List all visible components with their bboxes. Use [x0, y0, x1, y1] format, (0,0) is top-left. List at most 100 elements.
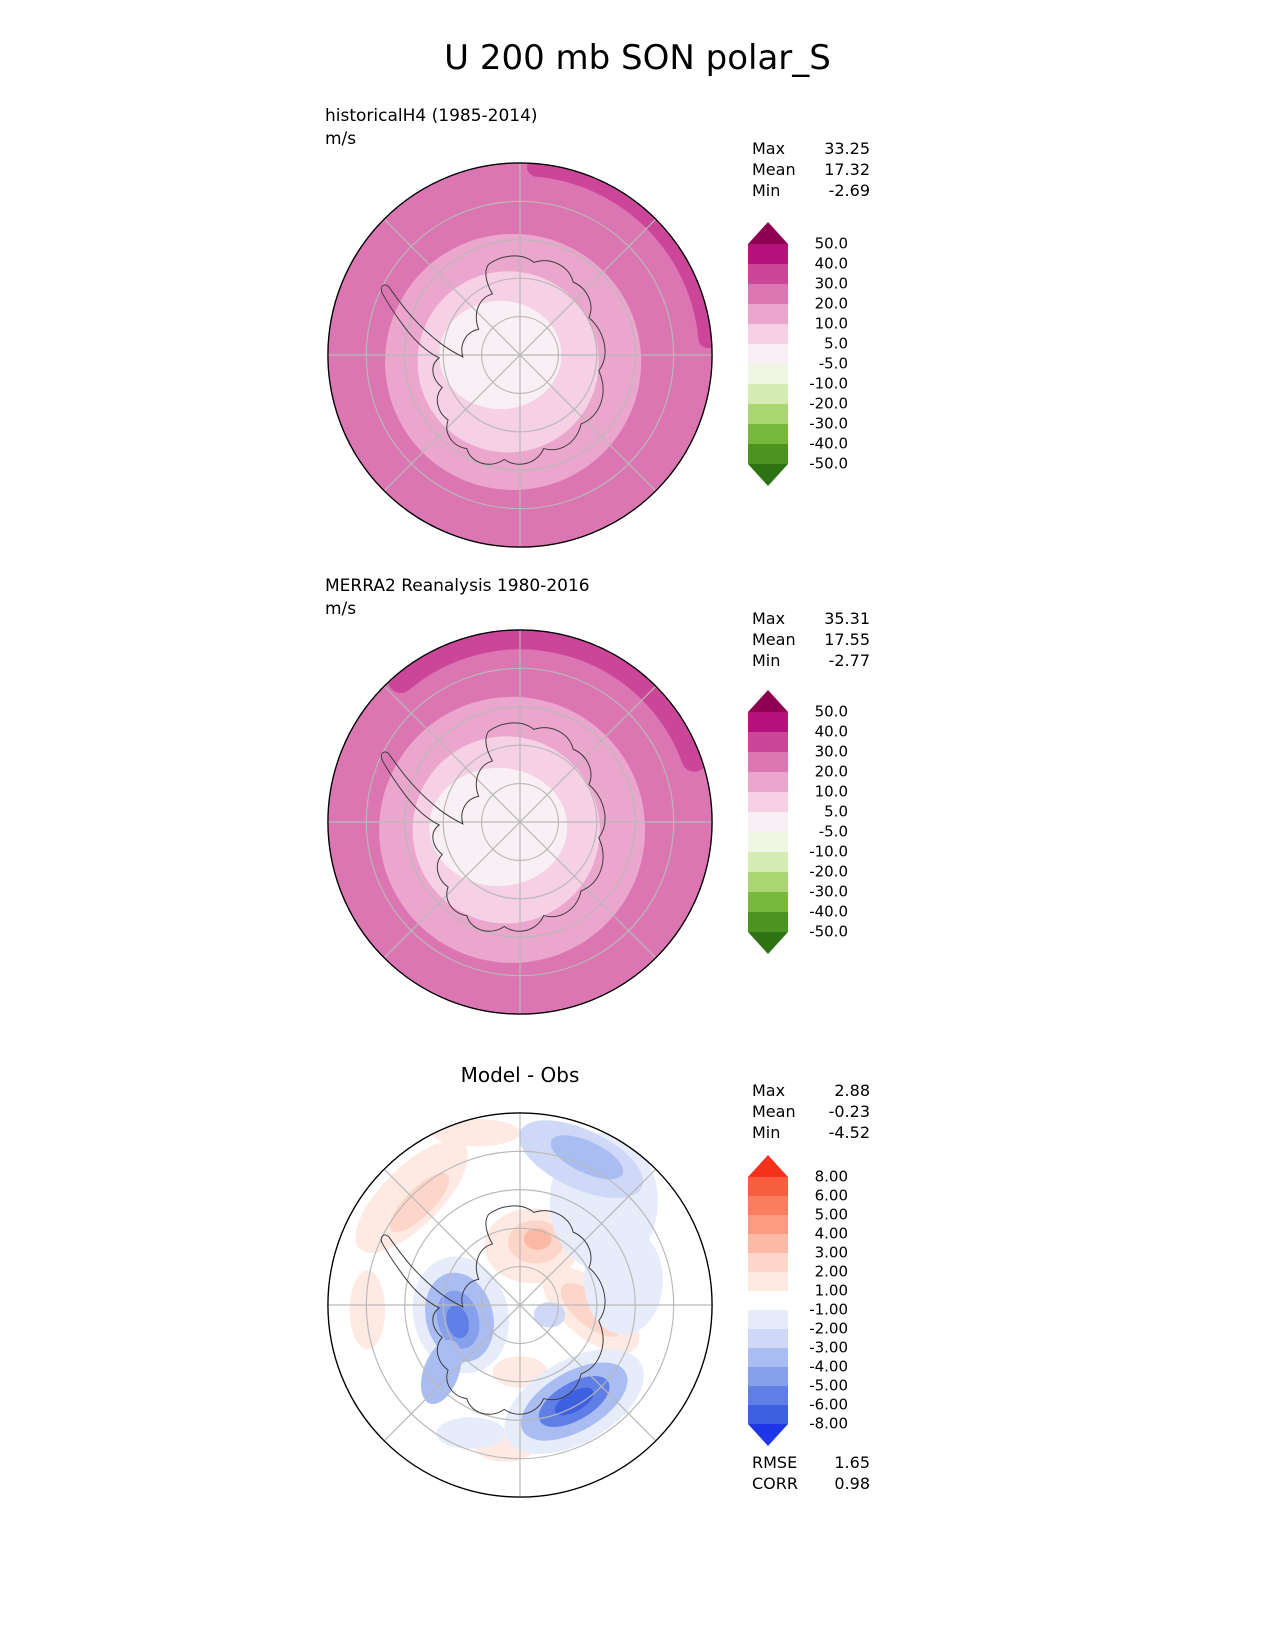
colorbar-segment [748, 1177, 788, 1196]
stat-row: Min -2.77 [752, 650, 870, 671]
colorbar-tick-label: -50.0 [809, 922, 848, 941]
colorbar-segment [748, 732, 788, 752]
stat-value: 2.88 [834, 1081, 870, 1100]
colorbar-tick-label: 30.0 [814, 742, 848, 761]
colorbar-segment [748, 304, 788, 324]
colorbar-segment [748, 364, 788, 384]
polar-map-model [327, 162, 713, 548]
stat-row: Min -2.69 [752, 180, 870, 201]
panel3-skill-stats: RMSE 1.65 CORR 0.98 [752, 1452, 870, 1494]
diff-red-top [431, 1118, 520, 1147]
colorbar-tick-label: -8.00 [809, 1414, 848, 1433]
colorbar-tick-label: -2.00 [809, 1319, 848, 1338]
graticule [327, 629, 713, 1015]
stat-label: Max [752, 139, 786, 158]
stat-row: CORR 0.98 [752, 1473, 870, 1494]
diff-blue-near-pole [533, 1302, 566, 1328]
colorbar-segment [748, 1348, 788, 1367]
colorbar-tick-label: 2.00 [814, 1262, 848, 1281]
stat-value: -2.69 [828, 181, 870, 200]
colorbar-segment [748, 384, 788, 404]
colorbar-tick-label: 4.00 [814, 1224, 848, 1243]
colorbar-tick-label: 30.0 [814, 274, 848, 293]
colorbar-segment [748, 812, 788, 832]
colorbar-tick-label: -3.00 [809, 1338, 848, 1357]
antarctica-coastline [380, 255, 606, 465]
antarctica-coastline [380, 722, 606, 932]
colorbar-tick-label: 5.00 [814, 1205, 848, 1224]
panel2-units-label: m/s [325, 598, 357, 619]
colorbar-tick-label: -5.0 [818, 822, 848, 841]
stat-row: Mean 17.32 [752, 159, 870, 180]
diff-red-left-rim [349, 1270, 386, 1350]
antarctica-coastline [380, 1205, 606, 1415]
colorbar-segment [748, 912, 788, 932]
colorbar-tick-label: -1.00 [809, 1300, 848, 1319]
panel3-title: Model - Obs [460, 1063, 580, 1087]
colorbar-segment [748, 892, 788, 912]
stat-value: 33.25 [824, 139, 870, 158]
colorbar-tick-label: 40.0 [814, 722, 848, 741]
colorbar-tick-label: -6.00 [809, 1395, 848, 1414]
colorbar-segment [748, 284, 788, 304]
colorbar-arrow-up [748, 1155, 788, 1177]
colorbar-segment [748, 244, 788, 264]
colorbar-arrow-down [748, 932, 788, 954]
colorbar-segment [748, 792, 788, 812]
colorbar-arrow-down [748, 464, 788, 486]
colorbar-tick-label: -20.0 [809, 394, 848, 413]
colorbar-segment [748, 1329, 788, 1348]
stat-value: 17.55 [824, 630, 870, 649]
panel1-units-label: m/s [325, 128, 357, 149]
colorbar-segment [748, 444, 788, 464]
colorbar-tick-label: 3.00 [814, 1243, 848, 1262]
diff-red-center-core [523, 1228, 552, 1250]
colorbar-segment [748, 1386, 788, 1405]
colorbar-tick-label: -40.0 [809, 902, 848, 921]
colorbar-tick-label: -10.0 [809, 374, 848, 393]
stat-label: RMSE [752, 1453, 798, 1472]
colorbar-segment [748, 872, 788, 892]
panel2-colorbar: 50.0 40.0 30.0 20.0 10.0 5.0 -5.0 -10.0 -20.0 -30… [748, 690, 848, 954]
polar-map-reference [327, 629, 713, 1015]
colorbar-segment [748, 404, 788, 424]
stat-row: Max 35.31 [752, 608, 870, 629]
stat-value: 35.31 [824, 609, 870, 628]
colorbar-segment [748, 1215, 788, 1234]
panel1-label: historicalH4 (1985-2014) m/s [325, 105, 538, 151]
stat-row: Min -4.52 [752, 1122, 870, 1143]
colorbar-tick-label: 8.00 [814, 1167, 848, 1186]
stat-value: 17.32 [824, 160, 870, 179]
stat-label: Min [752, 1123, 781, 1142]
stat-value: -4.52 [828, 1123, 870, 1142]
colorbar-tick-label: 50.0 [814, 702, 848, 721]
colorbar-tick-label: -5.0 [818, 354, 848, 373]
colorbar-arrow-up [748, 690, 788, 712]
colorbar-tick-label: -5.00 [809, 1376, 848, 1395]
diff-blue-left-core [446, 1305, 470, 1339]
colorbar-segment [748, 424, 788, 444]
stat-value: -0.23 [828, 1102, 870, 1121]
colorbar-segment [748, 772, 788, 792]
contour-band-center [429, 767, 568, 887]
colorbar-segment [748, 264, 788, 284]
diff-blue-top-right-core [550, 1135, 624, 1180]
colorbar-segment [748, 752, 788, 772]
colorbar-tick-label: 5.0 [824, 334, 848, 353]
colorbar-tick-label: -50.0 [809, 454, 848, 473]
stat-value: 0.98 [834, 1474, 870, 1493]
graticule [327, 1112, 713, 1498]
panel3-colorbar: 8.00 6.00 5.00 4.00 3.00 2.00 1.00 -1.00 -2.00 -3… [748, 1155, 848, 1446]
diff-blue-bottom-right-cell [504, 1349, 644, 1455]
graticule [327, 162, 713, 548]
panel1-dataset-label: historicalH4 (1985-2014) [325, 106, 538, 126]
stat-value: 1.65 [834, 1453, 870, 1472]
stat-label: CORR [752, 1474, 798, 1493]
diff-blue-left-tail [420, 1339, 462, 1405]
colorbar-tick-label: 50.0 [814, 234, 848, 253]
diff-blue-br-core [554, 1387, 594, 1416]
map-rim [327, 629, 713, 1015]
colorbar-segment [748, 1253, 788, 1272]
colorbar-tick-label: 10.0 [814, 314, 848, 333]
